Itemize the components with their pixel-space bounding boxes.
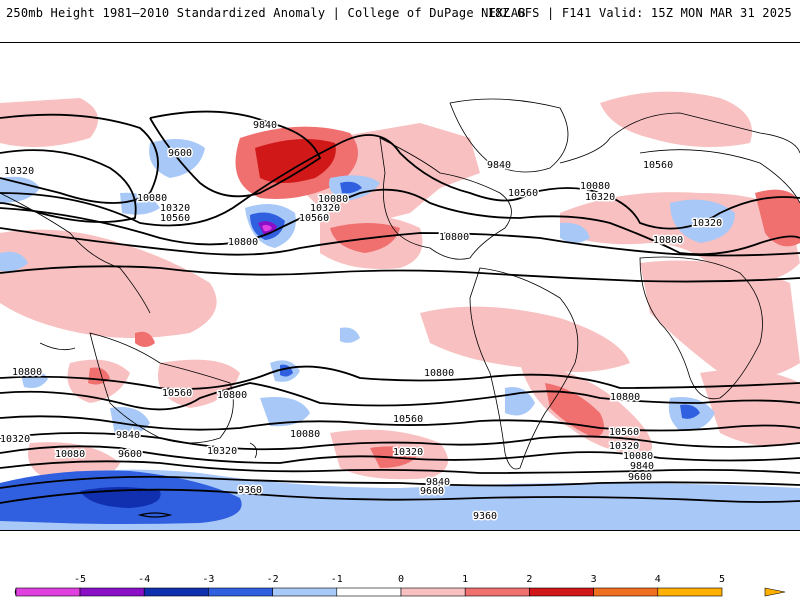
contour-label-10560: 10560 (299, 213, 329, 224)
colorbar: -5 -4 -3 -2 -1 0 1 2 3 4 5 (0, 570, 800, 600)
contour-label-9600: 9600 (118, 449, 142, 460)
colorbar-segment (658, 588, 722, 596)
contour-label-10320: 10320 (393, 447, 423, 458)
colorbar-segment (529, 588, 593, 596)
colorbar-tick-label: -4 (138, 574, 150, 585)
contour-label-9840: 9840 (116, 430, 140, 441)
anomaly-map: 9840 9600 10320 10080 10320 10560 10800 … (0, 42, 800, 531)
contour-label-10800: 10800 (439, 232, 469, 243)
contour-label-10560: 10560 (609, 427, 639, 438)
colorbar-tick-label: 3 (591, 574, 597, 585)
contour-label-9360: 9360 (238, 485, 262, 496)
contour-label-9840: 9840 (630, 461, 654, 472)
contour-label-10320: 10320 (0, 434, 30, 445)
colorbar-segment (594, 588, 658, 596)
contour-label-10800: 10800 (653, 235, 683, 246)
colorbar-tick-label: -5 (74, 574, 86, 585)
colorbar-segment (465, 588, 529, 596)
colorbar-segment (144, 588, 208, 596)
colorbar-segment (337, 588, 401, 596)
contour-label-10800: 10800 (228, 237, 258, 248)
colorbar-segment (273, 588, 337, 596)
contour-label-9360: 9360 (473, 511, 497, 522)
colorbar-tick-label: -3 (202, 574, 214, 585)
model-run-info: 18Z GFS | F141 Valid: 15Z MON MAR 31 202… (488, 6, 792, 20)
contour-label-10800: 10800 (12, 367, 42, 378)
colorbar-tick-label: 5 (719, 574, 725, 585)
contour-label-10080: 10080 (580, 181, 610, 192)
contour-label-10080: 10080 (290, 429, 320, 440)
contour-label-10800: 10800 (217, 390, 247, 401)
colorbar-segment (80, 588, 144, 596)
contour-label-10320: 10320 (207, 446, 237, 457)
contour-label-10560: 10560 (508, 188, 538, 199)
colorbar-tick-label: 4 (655, 574, 661, 585)
contour-label-10800: 10800 (424, 368, 454, 379)
colorbar-tick-label: -2 (267, 574, 279, 585)
colorbar-tick-label: 1 (462, 574, 468, 585)
contour-label-9840: 9840 (487, 160, 511, 171)
contour-label-9600: 9600 (420, 486, 444, 497)
colorbar-segment (208, 588, 272, 596)
map-title: 250mb Height 1981–2010 Standardized Anom… (6, 6, 526, 20)
contour-label-10320: 10320 (692, 218, 722, 229)
contour-label-10560: 10560 (393, 414, 423, 425)
contour-label-10560: 10560 (162, 388, 192, 399)
contour-label-10800: 10800 (610, 392, 640, 403)
contour-label-9600: 9600 (628, 472, 652, 483)
contour-label-9600: 9600 (168, 148, 192, 159)
colorbar-max-arrow (765, 588, 785, 596)
colorbar-tick-label: 0 (398, 574, 404, 585)
contour-label-10080: 10080 (55, 449, 85, 460)
colorbar-tick-label: -1 (331, 574, 343, 585)
contour-label-9840: 9840 (253, 120, 277, 131)
contour-label-10320: 10320 (585, 192, 615, 203)
colorbar-segment (16, 588, 80, 596)
contour-label-10560: 10560 (160, 213, 190, 224)
contour-label-10560: 10560 (643, 160, 673, 171)
colorbar-segment (401, 588, 465, 596)
colorbar-tick-label: 2 (526, 574, 532, 585)
contour-label-10320: 10320 (4, 166, 34, 177)
